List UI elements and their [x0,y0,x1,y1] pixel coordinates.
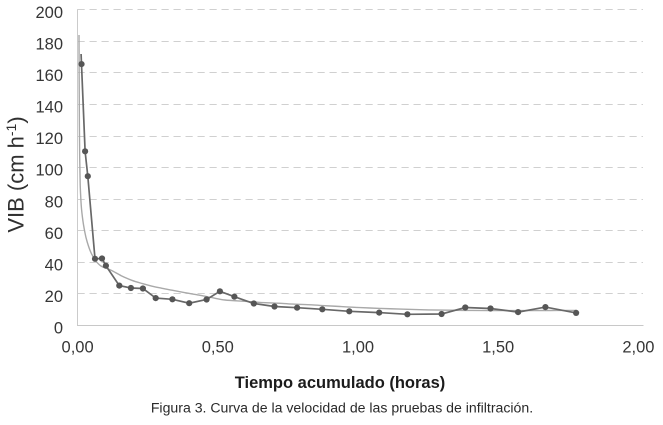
svg-text:60: 60 [45,225,63,243]
svg-text:200: 200 [35,4,63,22]
svg-text:100: 100 [35,162,63,180]
svg-text:2,00: 2,00 [622,339,654,357]
svg-text:Figura 3. Curva de la velocida: Figura 3. Curva de la velocidad de las p… [151,400,533,416]
svg-text:0,50: 0,50 [202,339,234,357]
svg-text:Tiempo acumulado (horas): Tiempo acumulado (horas) [235,374,446,392]
svg-text:1,00: 1,00 [342,339,374,357]
svg-text:0: 0 [54,320,63,338]
svg-text:120: 120 [35,130,63,148]
svg-text:160: 160 [35,67,63,85]
svg-text:180: 180 [35,35,63,53]
svg-text:VIB (cm h-1): VIB (cm h-1) [3,116,28,232]
svg-text:140: 140 [35,99,63,117]
svg-text:0,00: 0,00 [62,339,94,357]
svg-text:40: 40 [45,256,63,274]
svg-text:20: 20 [45,288,63,306]
svg-text:80: 80 [45,193,63,211]
svg-text:1,50: 1,50 [482,339,514,357]
